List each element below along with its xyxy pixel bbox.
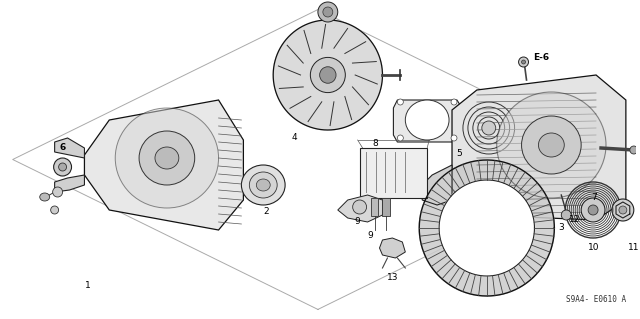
Ellipse shape	[323, 7, 333, 17]
Polygon shape	[273, 20, 383, 130]
Ellipse shape	[353, 200, 367, 214]
Text: 5: 5	[456, 149, 462, 158]
Text: 8: 8	[372, 138, 378, 147]
Ellipse shape	[54, 158, 72, 176]
Ellipse shape	[241, 165, 285, 205]
Ellipse shape	[155, 147, 179, 169]
Text: 9: 9	[355, 218, 360, 226]
Text: E-6: E-6	[533, 54, 550, 63]
Ellipse shape	[522, 60, 525, 64]
Polygon shape	[54, 175, 84, 192]
Text: 4: 4	[291, 132, 297, 142]
Text: 9: 9	[367, 232, 373, 241]
Ellipse shape	[612, 199, 634, 221]
Ellipse shape	[518, 57, 529, 67]
Text: 10: 10	[588, 243, 600, 253]
Ellipse shape	[51, 206, 59, 214]
Bar	[383, 198, 390, 216]
Ellipse shape	[482, 121, 496, 135]
Ellipse shape	[52, 187, 63, 197]
Ellipse shape	[451, 99, 457, 105]
Bar	[360, 148, 427, 198]
Text: 12: 12	[568, 216, 580, 225]
Ellipse shape	[451, 135, 457, 141]
Ellipse shape	[397, 135, 403, 141]
Text: 3: 3	[559, 224, 564, 233]
Ellipse shape	[250, 172, 277, 198]
Polygon shape	[422, 165, 452, 205]
Ellipse shape	[256, 179, 270, 191]
Text: 13: 13	[387, 273, 398, 283]
Text: S9A4- E0610 A: S9A4- E0610 A	[566, 295, 626, 305]
Ellipse shape	[630, 146, 638, 154]
Polygon shape	[84, 100, 243, 230]
Text: 6: 6	[60, 144, 66, 152]
Ellipse shape	[115, 108, 218, 208]
Polygon shape	[394, 100, 462, 142]
Ellipse shape	[405, 100, 449, 140]
Ellipse shape	[619, 206, 627, 214]
Bar	[371, 198, 378, 216]
Ellipse shape	[139, 131, 195, 185]
Polygon shape	[439, 180, 534, 276]
Ellipse shape	[588, 205, 598, 215]
Ellipse shape	[319, 67, 336, 83]
Ellipse shape	[581, 198, 605, 222]
Ellipse shape	[318, 2, 338, 22]
Ellipse shape	[310, 57, 346, 93]
Ellipse shape	[522, 116, 581, 174]
Ellipse shape	[538, 133, 564, 157]
Text: 11: 11	[628, 243, 639, 253]
Polygon shape	[338, 195, 383, 222]
Text: 2: 2	[264, 207, 269, 217]
Polygon shape	[380, 238, 405, 258]
Polygon shape	[419, 160, 554, 296]
Ellipse shape	[561, 210, 572, 220]
Ellipse shape	[40, 193, 50, 201]
Ellipse shape	[497, 92, 606, 198]
Polygon shape	[452, 75, 626, 220]
Text: 7: 7	[591, 194, 597, 203]
Ellipse shape	[397, 99, 403, 105]
Polygon shape	[54, 138, 84, 158]
Ellipse shape	[59, 163, 67, 171]
Text: 1: 1	[84, 280, 90, 290]
